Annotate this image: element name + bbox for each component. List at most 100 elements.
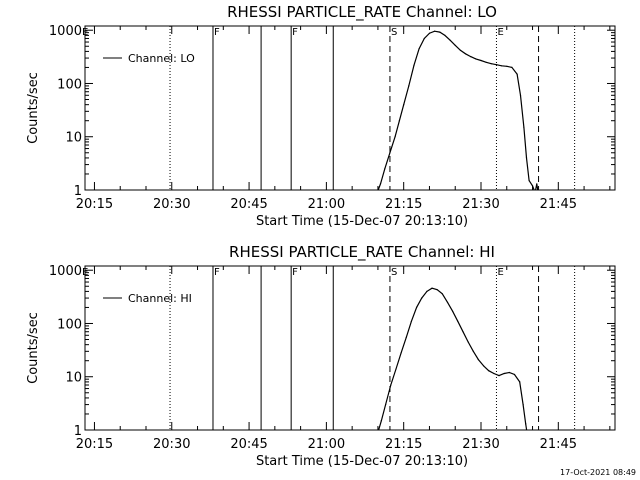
x-tick-label: 21:15 <box>385 197 422 212</box>
data-point <box>457 320 459 322</box>
data-point <box>410 320 412 322</box>
data-point <box>380 420 382 422</box>
data-point <box>413 64 415 66</box>
event-line-label: E <box>497 267 503 278</box>
x-tick-label: 21:15 <box>385 437 422 452</box>
data-point <box>475 58 477 60</box>
data-point <box>384 168 386 170</box>
data-point <box>531 185 534 187</box>
data-series <box>378 287 528 430</box>
data-point <box>477 359 479 361</box>
x-tick-label: 21:00 <box>308 197 345 212</box>
x-axis-label: Start Time (15-Dec-07 20:13:10) <box>256 214 468 229</box>
data-point <box>423 37 425 40</box>
data-point <box>506 65 508 67</box>
data-point <box>501 65 503 67</box>
data-point <box>418 48 420 50</box>
edge-marker-label: E <box>82 267 88 278</box>
event-line-label: E <box>497 27 503 38</box>
data-point <box>395 368 397 370</box>
x-tick-label: 21:45 <box>540 197 577 212</box>
data-point <box>528 180 530 182</box>
series-line <box>378 287 528 430</box>
data-point <box>523 126 525 128</box>
data-point <box>390 384 392 386</box>
data-point <box>536 183 538 185</box>
x-tick-label: 20:15 <box>76 197 113 212</box>
data-point <box>394 136 396 138</box>
x-tick-label: 20:15 <box>76 437 113 452</box>
data-point <box>516 73 518 75</box>
data-point <box>513 373 516 376</box>
event-line-label: F <box>214 27 220 38</box>
y-tick-label: 100 <box>57 317 82 332</box>
data-point <box>525 423 527 425</box>
x-tick-label: 20:30 <box>153 437 190 452</box>
data-point <box>503 372 505 375</box>
x-tick-label: 20:30 <box>153 197 190 212</box>
y-tick-label: 1000 <box>49 264 82 279</box>
data-point <box>426 290 428 292</box>
legend: Channel: HI <box>103 292 192 305</box>
y-tick-label: 1000 <box>49 24 82 39</box>
event-line-label: F <box>214 267 220 278</box>
data-point <box>379 183 382 185</box>
event-line-label: F <box>292 267 298 278</box>
data-point <box>511 66 513 68</box>
data-point <box>508 371 510 374</box>
data-point <box>519 94 522 96</box>
axis-ticks: 1 10 100 1000 20:15 20:30 20:45 21:00 21:15 21:30… <box>49 264 615 452</box>
x-tick-label: 21:00 <box>308 437 345 452</box>
data-point <box>444 34 446 37</box>
data-point <box>405 336 407 338</box>
data-point <box>436 289 438 291</box>
data-point <box>434 30 436 32</box>
x-tick-label: 21:45 <box>540 437 577 452</box>
event-line-label: F <box>292 27 298 38</box>
data-point <box>464 53 467 55</box>
plot-frame <box>84 25 616 191</box>
data-point <box>441 293 443 295</box>
data-point <box>408 85 410 87</box>
data-point <box>483 365 485 367</box>
data-point <box>467 341 469 343</box>
data-point <box>490 63 492 65</box>
data-point <box>519 381 521 383</box>
event-line-label: S <box>391 27 397 38</box>
data-point <box>498 375 500 377</box>
data-point <box>480 59 482 62</box>
data-point <box>493 372 495 375</box>
legend-label: Channel: HI <box>128 292 192 305</box>
data-point <box>472 350 474 352</box>
data-point <box>462 331 464 333</box>
data-point <box>522 404 524 406</box>
data-point <box>398 120 400 122</box>
x-tick-label: 20:45 <box>230 437 267 452</box>
data-point <box>485 61 487 63</box>
y-tick-label: 100 <box>57 77 82 92</box>
x-tick-label: 20:45 <box>230 197 267 212</box>
data-point <box>495 64 498 66</box>
data-point <box>525 157 528 159</box>
data-point <box>428 32 431 34</box>
data-point <box>431 287 433 289</box>
x-axis-label: Start Time (15-Dec-07 20:13:10) <box>256 454 468 469</box>
axis-ticks: 1 10 100 1000 20:15 20:30 20:45 21:00 21:15 21:30… <box>49 24 615 212</box>
chart-panel-lo: RHESSI PARTICLE_RATE Channel: LO Counts/… <box>26 3 616 229</box>
y-tick-label: 10 <box>65 131 82 146</box>
generation-timestamp: 17-Oct-2021 08:49 <box>560 468 636 477</box>
y-axis-label: Counts/sec <box>26 312 41 384</box>
y-tick-label: 10 <box>65 371 82 386</box>
data-point <box>452 310 454 312</box>
chart-title: RHESSI PARTICLE_RATE Channel: HI <box>229 243 495 262</box>
series-line <box>377 30 539 190</box>
legend-label: Channel: LO <box>128 52 195 65</box>
data-point <box>454 44 456 46</box>
plot-frame <box>84 265 616 431</box>
data-point <box>488 370 490 372</box>
legend: Channel: LO <box>103 52 195 65</box>
data-point <box>416 306 418 308</box>
